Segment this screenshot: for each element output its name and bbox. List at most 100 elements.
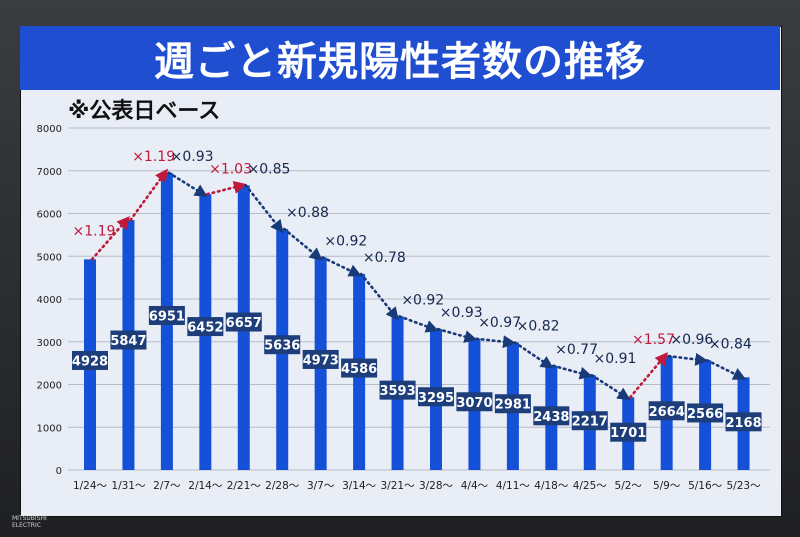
ratio-label: ×0.96 — [670, 332, 713, 348]
x-tick-label: 2/14～ — [188, 480, 223, 492]
ratio-labels: ×1.19×1.19×0.93×1.03×0.85×0.88×0.92×0.78… — [73, 149, 752, 367]
x-tick-label: 1/31～ — [111, 480, 146, 492]
value-label-box — [725, 412, 762, 432]
x-tick-label: 2/28～ — [265, 480, 300, 492]
trend-arrow — [513, 341, 554, 369]
trend-arrow — [167, 171, 208, 197]
value-label: 4586 — [341, 362, 377, 377]
y-tick-label: 5000 — [37, 252, 62, 263]
trend-arrow — [244, 184, 284, 234]
ratio-label: ×0.92 — [401, 292, 444, 308]
chart-title: 週ごと新規陽性者数の推移 — [154, 39, 646, 85]
x-tick-label: 5/9～ — [653, 480, 681, 492]
brand-sub: ELECTRIC — [12, 522, 41, 529]
value-label: 6951 — [149, 309, 185, 324]
value-label-box — [341, 358, 378, 378]
x-axis-ticks: 1/24～ 1/31～ 2/7～ 2/14～ 2/21～ 2/28～ 3/7～ 3/14～ 3/… — [73, 480, 761, 492]
ratio-label: ×0.88 — [286, 205, 329, 221]
bars — [84, 172, 750, 470]
trend-arrow — [552, 364, 593, 380]
title-banner: 週ごと新規陽性者数の推移 — [20, 26, 780, 90]
trend-arrow — [628, 352, 669, 399]
chart-subtitle: ※公表日ベース — [68, 99, 220, 124]
x-tick-label: 2/21～ — [227, 480, 262, 492]
value-label-box — [379, 380, 416, 400]
trend-arrow — [436, 327, 478, 343]
x-tick-label: 4/11～ — [496, 480, 531, 492]
value-label-box — [110, 330, 147, 350]
value-label-box — [187, 317, 224, 337]
ratio-label: ×0.85 — [248, 161, 291, 177]
y-tick-label: 1000 — [37, 423, 62, 434]
x-tick-label: 4/4～ — [461, 480, 489, 492]
value-label: 3295 — [418, 391, 454, 406]
value-label: 5847 — [110, 334, 146, 349]
value-label: 2168 — [725, 416, 761, 431]
value-label: 6452 — [187, 321, 223, 336]
y-tick-label: 7000 — [37, 167, 62, 178]
value-label: 2566 — [687, 407, 723, 422]
value-label-box — [72, 350, 108, 370]
value-label-box — [648, 401, 685, 421]
trend-arrow — [90, 216, 130, 261]
value-label: 5636 — [264, 339, 300, 354]
trend-arrow — [398, 315, 439, 333]
x-tick-label: 5/2～ — [615, 480, 643, 492]
y-tick-label: 8000 — [37, 124, 62, 135]
value-label: 2981 — [495, 398, 531, 413]
trend-arrow — [475, 335, 517, 349]
value-label: 1701 — [610, 426, 646, 441]
trend-arrow — [705, 359, 747, 380]
trend-arrows — [90, 168, 747, 401]
x-tick-label: 5/23～ — [727, 480, 762, 492]
value-label-box — [456, 392, 493, 412]
y-tick-label: 0 — [56, 466, 62, 477]
value-label-box — [418, 387, 454, 407]
value-label: 2438 — [533, 410, 569, 425]
ratio-label: ×0.97 — [478, 315, 521, 331]
value-label-box — [610, 422, 647, 442]
y-tick-label: 2000 — [37, 381, 62, 392]
value-label: 2664 — [649, 405, 685, 420]
ratio-label: ×0.82 — [517, 319, 560, 335]
x-tick-label: 3/28～ — [419, 480, 454, 492]
value-label: 3070 — [456, 396, 492, 411]
value-label: 4973 — [303, 353, 339, 368]
value-label-box — [225, 312, 262, 332]
ratio-label: ×1.19 — [132, 149, 175, 165]
value-label-box — [494, 394, 531, 414]
trend-arrow — [321, 256, 362, 277]
ratio-label: ×0.93 — [440, 305, 483, 321]
y-tick-label: 3000 — [37, 338, 62, 349]
ratio-label: ×0.93 — [171, 149, 214, 165]
ratio-label: ×0.84 — [709, 336, 752, 352]
trend-arrow — [129, 168, 168, 222]
brand-name: MITSUBISHI — [12, 515, 47, 522]
x-tick-label: 3/7～ — [307, 480, 335, 492]
ratio-label: ×0.92 — [324, 233, 367, 249]
x-tick-label: 5/16～ — [688, 480, 723, 492]
y-tick-label: 4000 — [37, 295, 62, 306]
value-label-box — [302, 349, 339, 369]
value-label-box — [687, 403, 724, 423]
value-label-box — [264, 335, 301, 355]
x-tick-label: 1/24～ — [73, 480, 108, 492]
y-axis-ticks: 0 1000 2000 3000 4000 5000 6000 7000 8000 — [37, 124, 62, 477]
brand-logo: MITSUBISHI ELECTRIC — [12, 515, 47, 529]
value-label-box — [533, 406, 570, 426]
ratio-label: ×0.77 — [555, 342, 598, 358]
value-label: 6657 — [226, 316, 262, 331]
value-label-box — [148, 305, 185, 325]
x-tick-label: 4/18～ — [534, 480, 569, 492]
ratio-label: ×0.91 — [594, 351, 637, 367]
x-tick-label: 2/7～ — [153, 480, 181, 492]
value-label-box — [571, 411, 608, 431]
y-tick-label: 6000 — [37, 210, 62, 221]
trend-arrow — [282, 227, 323, 261]
ratio-label: ×1.19 — [73, 223, 116, 239]
trend-arrow — [359, 272, 399, 321]
value-label: 2217 — [572, 415, 608, 430]
ratio-label: ×1.57 — [632, 332, 675, 348]
